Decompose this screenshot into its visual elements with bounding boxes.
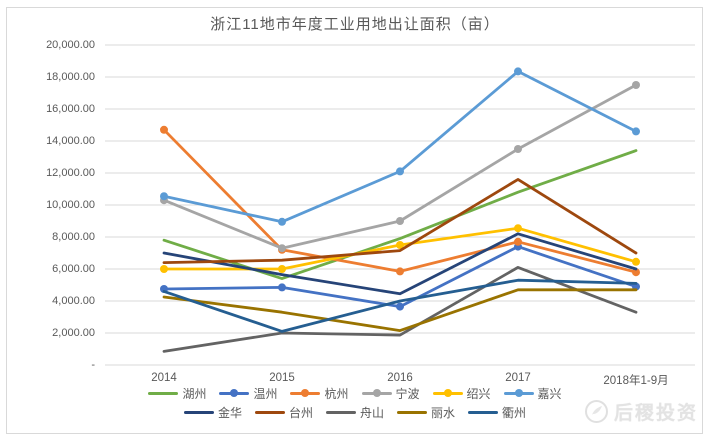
x-tick-label: 2018年1-9月 <box>603 375 669 387</box>
y-tick-label: 18,000.00 <box>46 70 95 83</box>
series-marker-4 <box>396 241 404 249</box>
legend-item-宁波: 宁波 <box>361 385 420 402</box>
legend-label: 丽水 <box>431 406 456 420</box>
series-marker-4 <box>632 257 640 266</box>
x-tick-label: 2014 <box>151 372 177 384</box>
legend-label: 舟山 <box>359 406 384 420</box>
legend-item-金华: 金华 <box>183 404 242 421</box>
legend-item-湖州: 湖州 <box>148 385 206 402</box>
legend-swatch-icon <box>432 389 463 398</box>
x-tick-label: 2017 <box>505 372 531 384</box>
legend-swatch-icon <box>290 389 321 398</box>
legend-label: 宁波 <box>395 387 420 401</box>
legend-row-1: 湖州 温州 杭州 宁波 绍兴 嘉兴 <box>0 385 710 402</box>
legend-item-台州: 台州 <box>254 404 313 421</box>
legend-item-绍兴: 绍兴 <box>432 385 491 402</box>
legend-label: 嘉兴 <box>537 387 562 401</box>
series-marker-2 <box>632 268 640 277</box>
y-tick-label: 2,000.00 <box>52 326 95 339</box>
legend-swatch-icon <box>325 408 356 417</box>
y-tick-label: 16,000.00 <box>46 102 95 115</box>
y-tick-label: 6,000.00 <box>52 262 95 275</box>
series-line-7 <box>162 177 638 265</box>
y-tick-label: 8,000.00 <box>52 230 95 243</box>
y-tick-label: 14,000.00 <box>46 134 95 147</box>
legend-row-2: 金华 台州 舟山 丽水 衢州 <box>0 404 710 421</box>
series-marker-4 <box>514 224 522 233</box>
y-tick-label: 4,000.00 <box>52 294 95 307</box>
legend-item-嘉兴: 嘉兴 <box>503 385 562 402</box>
series-marker-4 <box>278 265 286 273</box>
legend-item-温州: 温州 <box>219 385 277 402</box>
legend-label: 台州 <box>288 406 313 420</box>
watermark: 后稷投资 <box>584 398 698 425</box>
series-marker-2 <box>514 237 522 246</box>
series-marker-5 <box>632 127 640 136</box>
x-tick-label: 2016 <box>387 372 413 384</box>
series-marker-5 <box>396 167 404 176</box>
chart-title: 浙江11地市年度工业用地出让面积（亩） <box>210 16 500 33</box>
legend-label: 绍兴 <box>466 387 491 401</box>
x-tick-label: 2015 <box>269 372 295 384</box>
series-line-10 <box>162 278 638 333</box>
chart-border <box>6 7 703 434</box>
legend-label: 衢州 <box>502 406 527 420</box>
legend-item-衢州: 衢州 <box>468 404 526 421</box>
legend-label: 温州 <box>253 387 278 401</box>
series-marker-3 <box>632 81 640 89</box>
series-line-0 <box>162 149 638 281</box>
series-marker-3 <box>514 145 522 153</box>
legend-item-舟山: 舟山 <box>325 404 384 421</box>
y-tick-label: 20,000.00 <box>46 38 95 51</box>
legend-swatch-icon <box>503 389 534 398</box>
legend-swatch-icon <box>219 389 250 398</box>
series-marker-3 <box>396 217 404 225</box>
y-tick-label: 12,000.00 <box>46 166 95 179</box>
legend-label: 湖州 <box>182 387 207 401</box>
y-tick-label: 10,000.00 <box>46 198 95 211</box>
legend-item-丽水: 丽水 <box>397 404 455 421</box>
series-marker-5 <box>278 217 286 226</box>
series-marker-1 <box>278 283 286 292</box>
watermark-text: 后稷投资 <box>613 403 698 424</box>
series-line-5 <box>162 70 638 224</box>
legend-swatch-icon <box>254 408 285 417</box>
series-marker-3 <box>278 244 286 253</box>
series-line-9 <box>162 288 638 333</box>
series-marker-1 <box>396 302 404 311</box>
series-line-6 <box>162 232 638 296</box>
watermark-logo-icon <box>584 400 608 423</box>
legend-label: 金华 <box>217 406 242 420</box>
legend-item-杭州: 杭州 <box>290 385 349 402</box>
legend-swatch-icon <box>397 408 427 417</box>
legend-swatch-icon <box>148 389 179 398</box>
legend-label: 杭州 <box>324 387 349 401</box>
legend-swatch-icon <box>183 408 214 417</box>
legend-swatch-icon <box>468 408 499 417</box>
series-marker-2 <box>160 125 168 134</box>
y-tick-label: - <box>91 358 95 371</box>
series-marker-2 <box>396 267 404 276</box>
legend-swatch-icon <box>361 389 392 398</box>
series-marker-5 <box>160 192 168 201</box>
series-marker-4 <box>160 265 168 273</box>
series-marker-5 <box>514 67 522 76</box>
series-line-1 <box>162 245 638 309</box>
